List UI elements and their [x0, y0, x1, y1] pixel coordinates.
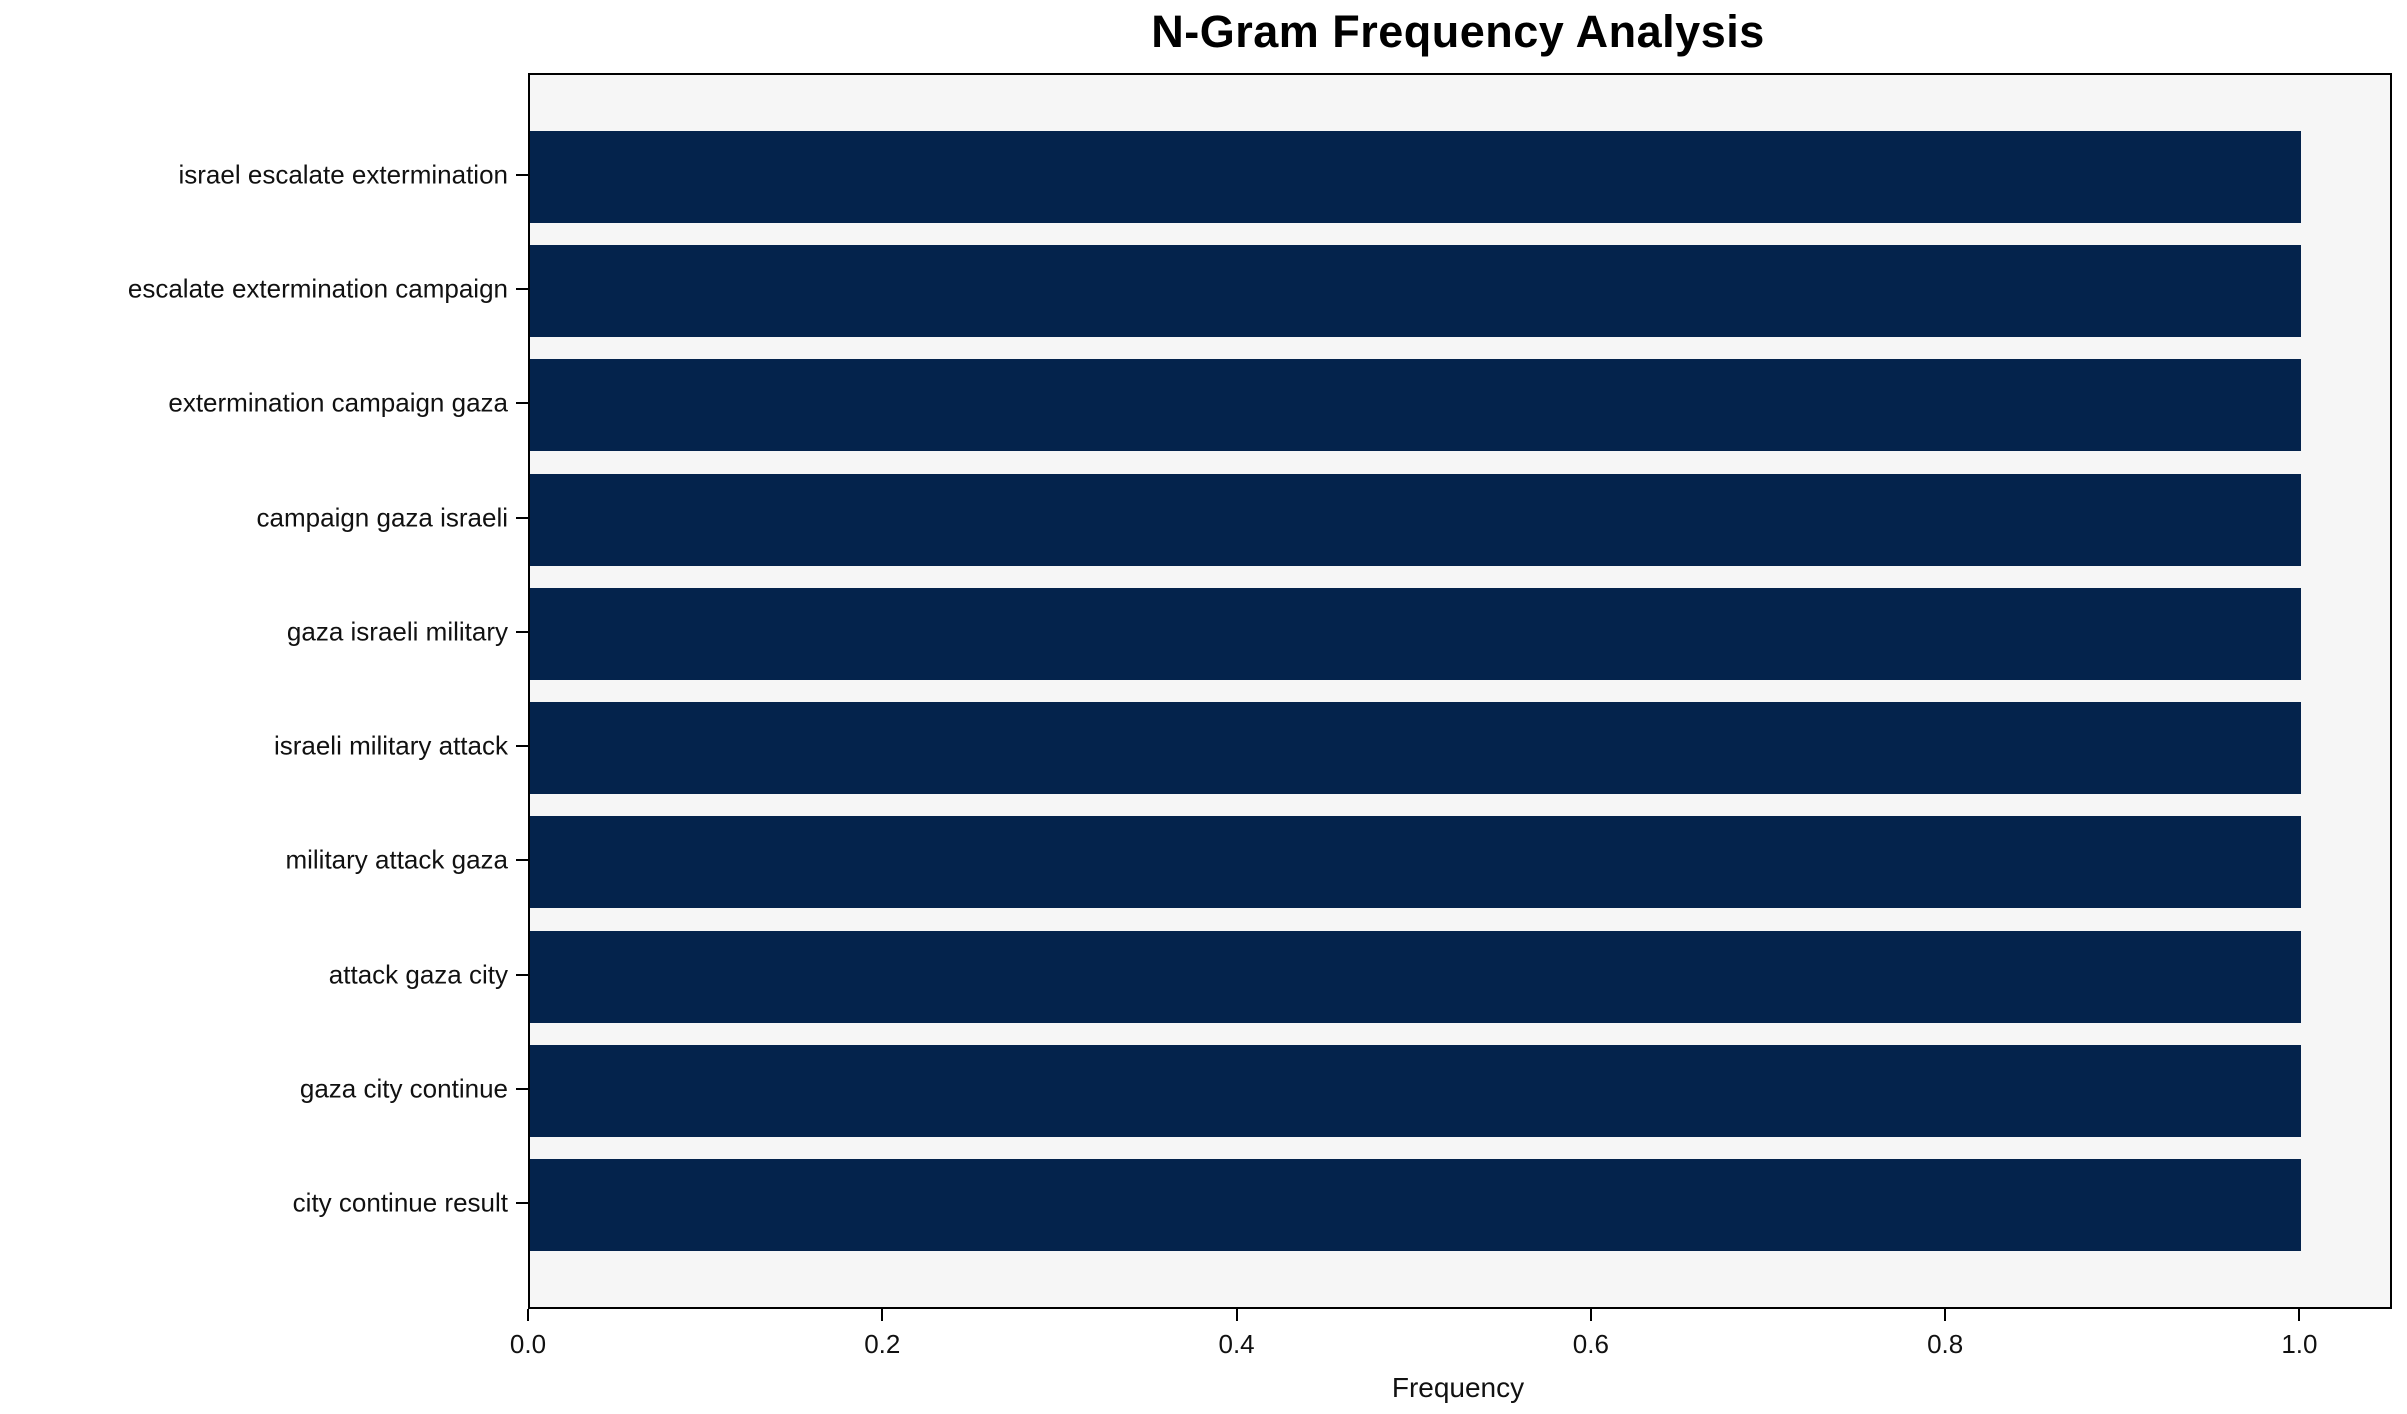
y-tick-label: israeli military attack: [273, 730, 508, 761]
x-axis-title: Frequency: [1391, 1372, 1525, 1403]
x-tick-mark: [1944, 1309, 1947, 1321]
y-tick-label: escalate extermination campaign: [127, 273, 508, 304]
y-tick-mark: [516, 859, 528, 862]
y-tick-mark: [516, 516, 528, 519]
y-tick-mark: [516, 288, 528, 290]
bar: [530, 245, 2302, 337]
y-tick-label: gaza city continue: [299, 1073, 508, 1104]
bar: [530, 587, 2302, 680]
bar: [530, 359, 2302, 452]
y-tick-label: gaza israeli military: [286, 616, 508, 647]
bar: [530, 702, 2302, 795]
x-tick-mark: [2298, 1309, 2301, 1321]
bar: [530, 473, 2302, 566]
y-tick-mark: [516, 630, 528, 633]
bar: [530, 816, 2302, 909]
chart-title: N-Gram Frequency Analysis: [1151, 6, 1765, 57]
x-tick-label: 0.2: [864, 1329, 901, 1359]
y-tick-mark: [516, 1202, 528, 1205]
plot-area: [528, 73, 2392, 1309]
y-tick-label: military attack gaza: [285, 844, 508, 875]
y-tick-mark: [516, 745, 528, 748]
y-tick-mark: [516, 1088, 528, 1090]
bar: [530, 1045, 2302, 1137]
x-tick-label: 0.0: [509, 1329, 547, 1359]
bar: [530, 130, 2302, 223]
y-tick-label: city continue result: [292, 1187, 508, 1218]
y-tick-label: attack gaza city: [328, 959, 508, 990]
x-tick-mark: [1589, 1309, 1592, 1321]
y-tick-mark: [516, 173, 528, 176]
y-tick-mark: [516, 973, 528, 976]
x-tick-mark: [1235, 1309, 1238, 1321]
bar: [530, 930, 2302, 1023]
x-tick-mark: [881, 1309, 884, 1321]
y-tick-label: extermination campaign gaza: [168, 387, 508, 418]
x-tick-label: 0.4: [1218, 1329, 1255, 1359]
x-tick-label: 1.0: [2281, 1329, 2318, 1359]
x-tick-label: 0.8: [1927, 1329, 1964, 1359]
y-tick-label: campaign gaza israeli: [256, 502, 508, 533]
y-tick-mark: [516, 402, 528, 405]
x-tick-mark: [527, 1309, 529, 1321]
x-tick-label: 0.6: [1572, 1329, 1609, 1359]
bar: [530, 1159, 2302, 1252]
y-tick-label: israel escalate extermination: [178, 159, 509, 190]
